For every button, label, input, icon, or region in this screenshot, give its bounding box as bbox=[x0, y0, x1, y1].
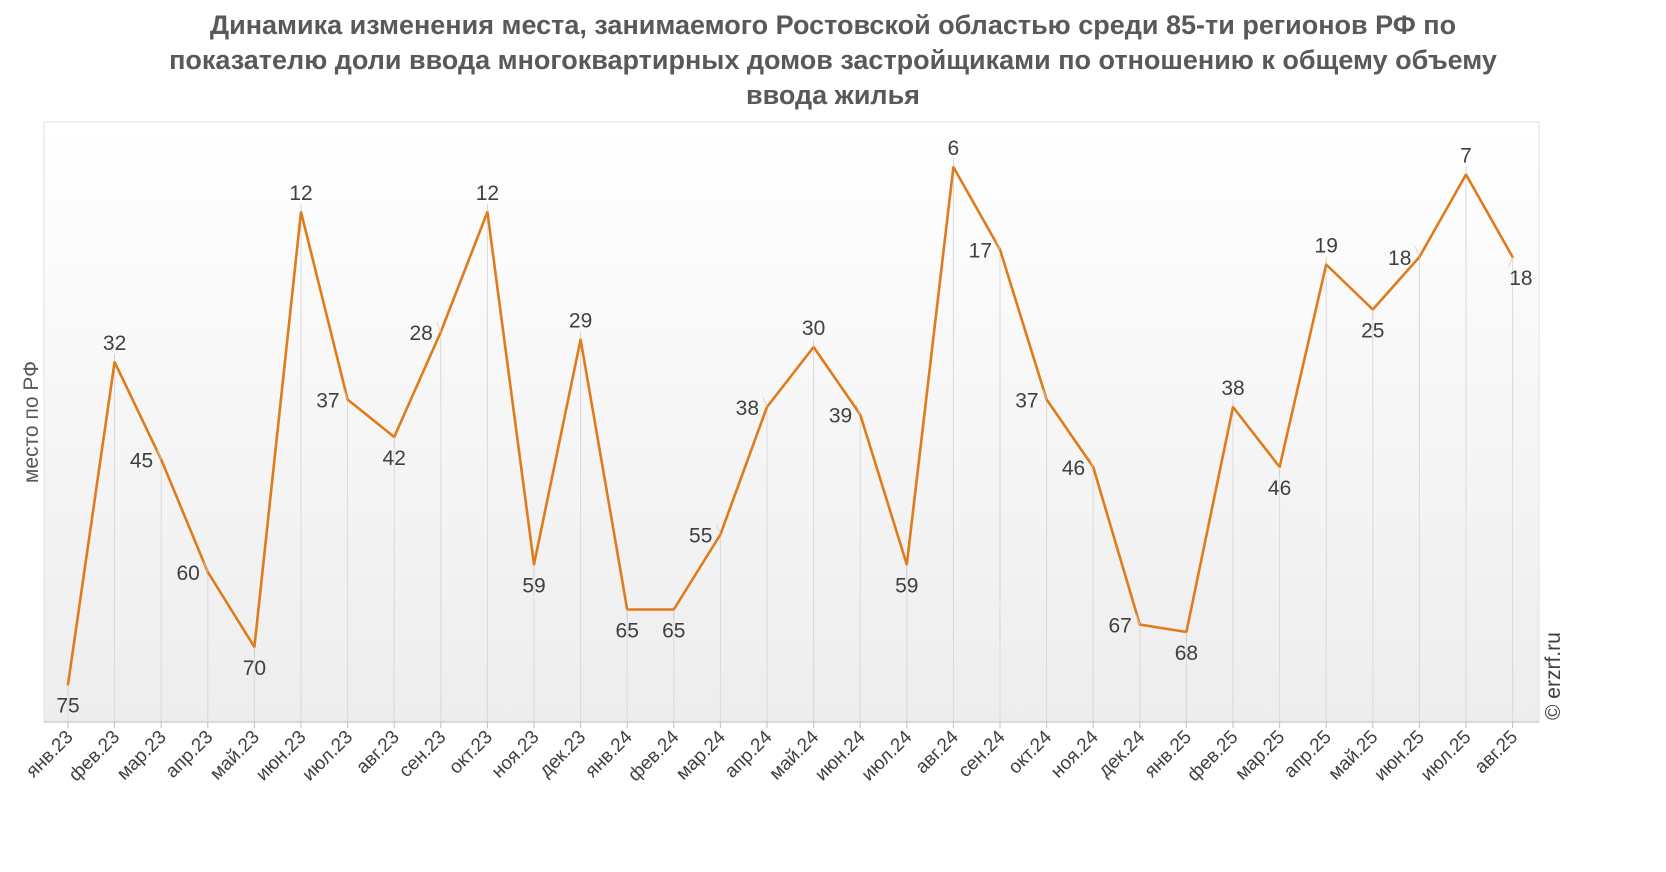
data-label: 29 bbox=[569, 310, 592, 333]
x-tick-label: мар.25 bbox=[1231, 727, 1289, 785]
data-label: 12 bbox=[289, 182, 312, 205]
x-tick-label: мар.24 bbox=[672, 726, 730, 784]
data-label-connector bbox=[1508, 256, 1513, 268]
data-label-connector bbox=[1042, 389, 1047, 400]
x-tick-label: дек.23 bbox=[535, 727, 590, 782]
data-label: 32 bbox=[103, 332, 126, 355]
x-tick-label: май.25 bbox=[1325, 727, 1383, 785]
data-label: 68 bbox=[1175, 642, 1198, 665]
data-label: 70 bbox=[243, 657, 266, 680]
x-tick-label: июн.25 bbox=[1370, 727, 1429, 786]
data-label: 18 bbox=[1388, 247, 1411, 270]
grid-lines bbox=[67, 167, 1514, 722]
data-label-connector bbox=[1135, 614, 1141, 625]
x-tick-label: дек.24 bbox=[1095, 726, 1150, 781]
data-label-connector bbox=[716, 524, 721, 535]
x-tick-label: фев.25 bbox=[1183, 727, 1242, 786]
data-label-connector bbox=[1415, 246, 1420, 258]
data-label: 12 bbox=[476, 182, 499, 205]
data-label: 38 bbox=[736, 397, 759, 420]
x-tick-label: июн.23 bbox=[252, 727, 311, 786]
data-label: 75 bbox=[56, 695, 79, 718]
data-label: 59 bbox=[522, 575, 545, 598]
data-label: 6 bbox=[948, 137, 960, 160]
x-tick-label: апр.25 bbox=[1280, 727, 1336, 783]
x-tick-label: ноя.23 bbox=[488, 727, 544, 783]
x-tick-label: апр.24 bbox=[721, 726, 777, 782]
x-tick-label: фев.24 bbox=[624, 726, 683, 785]
data-label: 37 bbox=[1015, 390, 1038, 413]
data-label: 46 bbox=[1062, 457, 1085, 480]
x-tick-label: май.23 bbox=[206, 727, 264, 785]
chart-title: Динамика изменения места, занимаемого Ро… bbox=[169, 10, 1497, 110]
series-line bbox=[66, 165, 1514, 686]
data-label-connector bbox=[436, 321, 442, 333]
data-label-connector bbox=[1088, 456, 1094, 468]
data-label: 45 bbox=[130, 450, 153, 473]
x-tick-label: июл.24 bbox=[858, 726, 917, 785]
x-tick-label: май.24 bbox=[765, 726, 823, 784]
x-tick-label: окт.24 bbox=[1004, 726, 1056, 778]
data-label-connector bbox=[995, 239, 1001, 250]
data-label: 59 bbox=[895, 575, 918, 598]
x-tick-label: авг.24 bbox=[912, 726, 964, 778]
data-label: 39 bbox=[829, 405, 852, 428]
data-label: 7 bbox=[1460, 145, 1472, 168]
data-label: 46 bbox=[1268, 477, 1291, 500]
data-label-connector bbox=[203, 561, 209, 573]
data-label: 19 bbox=[1315, 235, 1338, 258]
x-tick-label: фев.23 bbox=[65, 727, 124, 786]
data-label: 17 bbox=[969, 240, 992, 263]
data-label: 65 bbox=[662, 620, 685, 643]
x-tick-label: авг.23 bbox=[352, 727, 403, 778]
data-labels: 75 32 45 60 70 12 37 42 28 12 59 29 65 65 55 38 30 39 59 6 1… bbox=[56, 137, 1532, 718]
data-label: 28 bbox=[409, 322, 432, 345]
data-label: 67 bbox=[1108, 615, 1131, 638]
data-label: 18 bbox=[1509, 267, 1532, 290]
credit-text: © erzrf.ru bbox=[1542, 632, 1565, 720]
plot-area bbox=[43, 121, 1540, 723]
y-axis-label: место по РФ bbox=[20, 361, 43, 483]
x-tick-label: июл.25 bbox=[1417, 727, 1476, 786]
data-label: 60 bbox=[176, 562, 199, 585]
x-tick-label: июн.24 bbox=[811, 726, 870, 785]
x-tick-label: сен.23 bbox=[395, 727, 450, 782]
data-label: 38 bbox=[1221, 377, 1244, 400]
data-label: 25 bbox=[1361, 320, 1384, 343]
x-tick-label: сен.24 bbox=[954, 726, 1009, 781]
x-axis: янв.23фев.23мар.23апр.23май.23июн.23июл.… bbox=[22, 722, 1522, 786]
data-label-connector bbox=[156, 449, 162, 460]
x-tick-label: окт.23 bbox=[445, 727, 497, 779]
data-label: 55 bbox=[689, 525, 712, 548]
data-label: 65 bbox=[616, 620, 639, 643]
data-label: 37 bbox=[316, 390, 339, 413]
x-tick-label: ноя.24 bbox=[1047, 726, 1103, 782]
data-label-connector bbox=[762, 396, 768, 408]
data-label-connector bbox=[343, 389, 348, 400]
x-tick-label: апр.23 bbox=[162, 727, 218, 783]
x-tick-label: авг.25 bbox=[1471, 727, 1522, 778]
data-label: 42 bbox=[383, 447, 406, 470]
data-label-connector bbox=[855, 404, 861, 415]
x-tick-label: июл.23 bbox=[298, 727, 357, 786]
data-label: 30 bbox=[802, 317, 825, 340]
x-tick-label: мар.23 bbox=[113, 727, 171, 785]
